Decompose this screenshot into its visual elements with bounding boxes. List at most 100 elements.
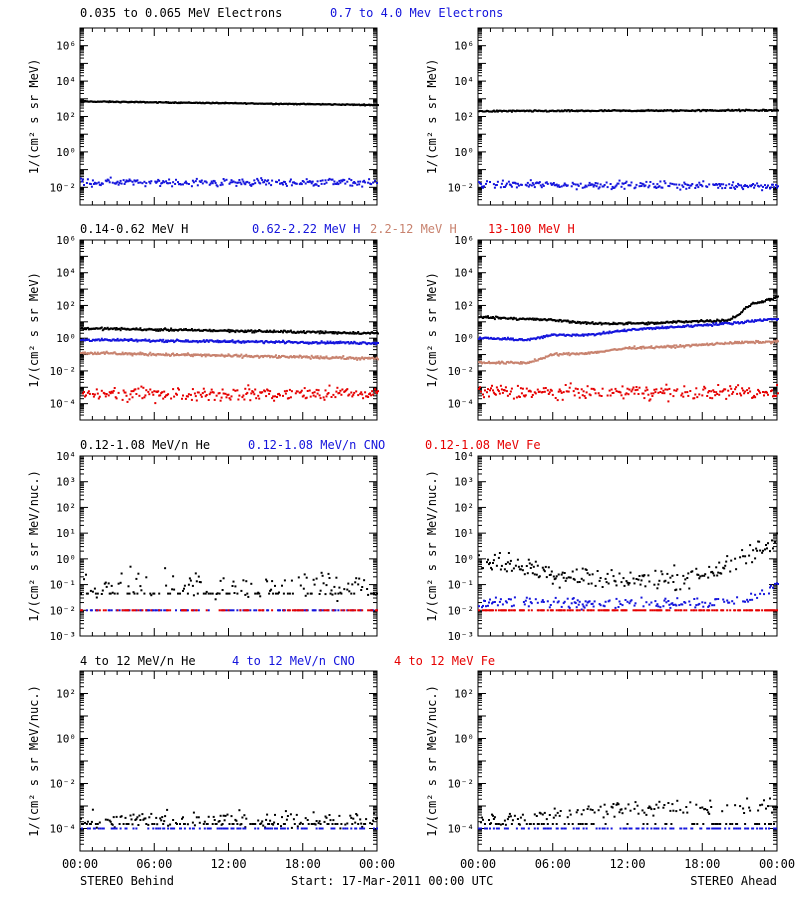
data-point: [564, 579, 567, 582]
data-point: [183, 587, 185, 590]
data-point: [142, 386, 145, 389]
data-point: [559, 390, 562, 393]
data-point: [301, 823, 304, 825]
data-point: [684, 391, 687, 394]
data-point: [681, 326, 684, 328]
data-point: [648, 603, 651, 606]
data-point: [248, 181, 251, 184]
data-point: [528, 183, 531, 186]
data-point: [494, 609, 497, 612]
data-point: [112, 816, 115, 819]
data-point: [593, 600, 596, 603]
data-point: [684, 578, 687, 581]
data-point: [575, 606, 578, 609]
data-point: [315, 820, 318, 822]
data-point: [567, 605, 570, 608]
data-point: [619, 391, 622, 394]
data-point: [530, 563, 533, 566]
data-point: [317, 330, 320, 333]
data-point: [612, 575, 615, 578]
data-point: [683, 181, 686, 184]
data-point: [376, 182, 378, 184]
data-point: [253, 179, 256, 182]
data-point: [285, 818, 288, 821]
data-point: [642, 575, 645, 578]
data-point: [729, 318, 732, 321]
data-point: [625, 827, 628, 830]
data-point: [192, 181, 195, 184]
data-point: [289, 396, 292, 399]
data-point: [733, 602, 736, 605]
data-point: [742, 555, 745, 558]
data-point: [242, 394, 245, 397]
data-point: [262, 609, 265, 612]
data-point: [357, 180, 360, 183]
data-point: [344, 827, 347, 830]
data-point: [189, 579, 192, 582]
x-tick-label: 18:00: [684, 857, 720, 871]
data-point: [573, 578, 576, 581]
data-point: [139, 327, 142, 330]
data-point: [134, 388, 137, 391]
data-point: [647, 574, 650, 577]
data-point: [626, 387, 629, 390]
data-point: [105, 393, 108, 395]
data-point: [776, 806, 778, 809]
data-point: [115, 827, 118, 830]
data-point: [299, 584, 302, 587]
data-point: [709, 319, 712, 322]
data-point: [266, 580, 269, 583]
legend-entry: 0.12-1.08 MeV/n CNO: [248, 438, 385, 452]
data-point: [246, 592, 249, 595]
panel-protons-ahead: [477, 239, 779, 421]
data-point: [109, 176, 112, 179]
data-point: [653, 609, 656, 612]
data-point: [552, 600, 555, 603]
data-point: [237, 181, 240, 184]
data-point: [735, 827, 738, 830]
x-tick-label: 06:00: [535, 857, 571, 871]
data-point: [707, 811, 710, 814]
data-point: [170, 354, 173, 357]
data-point: [310, 592, 313, 595]
data-point: [190, 185, 193, 188]
data-point: [771, 811, 773, 814]
data-point: [499, 568, 502, 571]
data-point: [543, 570, 546, 573]
data-point: [666, 609, 669, 612]
data-point: [503, 186, 506, 188]
data-point: [332, 183, 335, 186]
data-point: [97, 397, 100, 400]
data-point: [199, 393, 202, 396]
data-point: [578, 396, 581, 399]
data-point: [225, 396, 228, 399]
data-point: [514, 317, 517, 320]
data-point: [518, 362, 521, 365]
data-point: [149, 182, 152, 185]
data-point: [647, 186, 650, 189]
data-point: [274, 827, 276, 830]
data-point: [108, 609, 111, 612]
data-point: [334, 396, 337, 399]
y-tick-label: 10⁰: [56, 553, 76, 566]
data-point: [169, 823, 172, 826]
data-point: [592, 609, 595, 612]
data-point: [582, 609, 585, 612]
data-point: [234, 585, 237, 588]
panel-heavy_low-ahead: [477, 455, 779, 637]
data-point: [231, 585, 234, 587]
data-point: [314, 823, 317, 826]
data-point: [678, 183, 681, 186]
data-point: [564, 183, 567, 186]
data-point: [235, 819, 238, 822]
data-point: [767, 184, 769, 187]
data-point: [347, 341, 350, 343]
data-point: [590, 609, 593, 612]
data-point: [599, 321, 602, 324]
data-point: [375, 343, 377, 346]
data-point: [719, 184, 722, 187]
data-point: [94, 823, 97, 825]
y-tick-label: 10⁶: [454, 40, 474, 53]
data-point: [724, 564, 727, 567]
data-point: [196, 184, 199, 187]
